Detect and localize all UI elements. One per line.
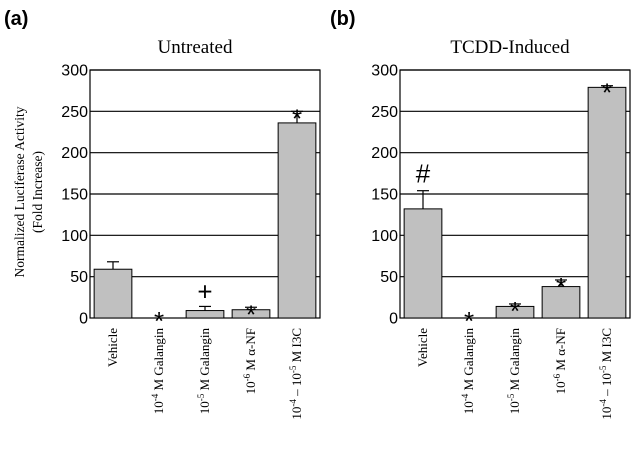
panel-b: (b) TCDD-Induced 0 50 100 150 200 250 300 # Vehicl… xyxy=(330,8,631,420)
bar xyxy=(541,286,581,319)
bar xyxy=(93,268,133,319)
y-tick-label: 250 xyxy=(371,104,398,121)
panel-letter: (a) xyxy=(4,8,28,30)
x-category-label: 10-4 M Galangin xyxy=(460,328,476,415)
y-tick-label: 300 xyxy=(371,63,398,80)
panel-a: (a)Untreated050100150200250300Vehicle*10… xyxy=(4,8,321,420)
significance-marker: * xyxy=(292,103,302,133)
chart-title: TCDD-Induced xyxy=(450,37,570,58)
x-category-label: Vehicle xyxy=(415,328,430,367)
x-category-label: 10-4 – 10-5 M I3C xyxy=(598,328,614,420)
significance-marker: * xyxy=(246,299,256,329)
significance-marker: # xyxy=(416,159,431,189)
x-category-label: 10-4 – 10-5 M I3C xyxy=(288,328,304,420)
x-category-label: 10-4 M Galangin xyxy=(150,328,166,415)
y-tick-label: 0 xyxy=(389,311,398,328)
x-category-label: Vehicle xyxy=(105,328,120,367)
y-tick-label: 250 xyxy=(61,104,88,121)
x-category-label: 10-6 M α-NF xyxy=(242,328,258,394)
panel-letter: (b) xyxy=(330,8,356,30)
x-category-label: 10-5 M Galangin xyxy=(506,328,522,415)
y-tick-label: 50 xyxy=(70,269,88,286)
bar xyxy=(277,122,317,319)
significance-marker: * xyxy=(510,296,520,326)
y-tick-label: 200 xyxy=(61,145,88,162)
y-tick-label: 50 xyxy=(380,269,398,286)
y-axis-label-line1: Normalized Luciferase Activity xyxy=(12,106,27,277)
significance-marker: * xyxy=(556,272,566,302)
bar xyxy=(185,310,225,319)
y-tick-label: 150 xyxy=(371,187,398,204)
significance-marker: + xyxy=(197,276,212,306)
y-tick-label: 300 xyxy=(61,63,88,80)
x-category-label: 10-6 M α-NF xyxy=(552,328,568,394)
significance-marker: * xyxy=(154,306,164,336)
significance-marker: * xyxy=(464,306,474,336)
y-tick-label: 200 xyxy=(371,145,398,162)
x-category-label: 10-5 M Galangin xyxy=(196,328,212,415)
bar xyxy=(403,208,443,319)
significance-marker: * xyxy=(602,78,612,108)
y-axis-label-line2: (Fold Increase) xyxy=(30,151,45,233)
y-tick-label: 0 xyxy=(79,311,88,328)
y-tick-label: 150 xyxy=(61,187,88,204)
y-tick-label: 100 xyxy=(61,228,88,245)
bar xyxy=(587,86,627,319)
y-tick-label: 100 xyxy=(371,228,398,245)
chart-title: Untreated xyxy=(158,37,233,58)
